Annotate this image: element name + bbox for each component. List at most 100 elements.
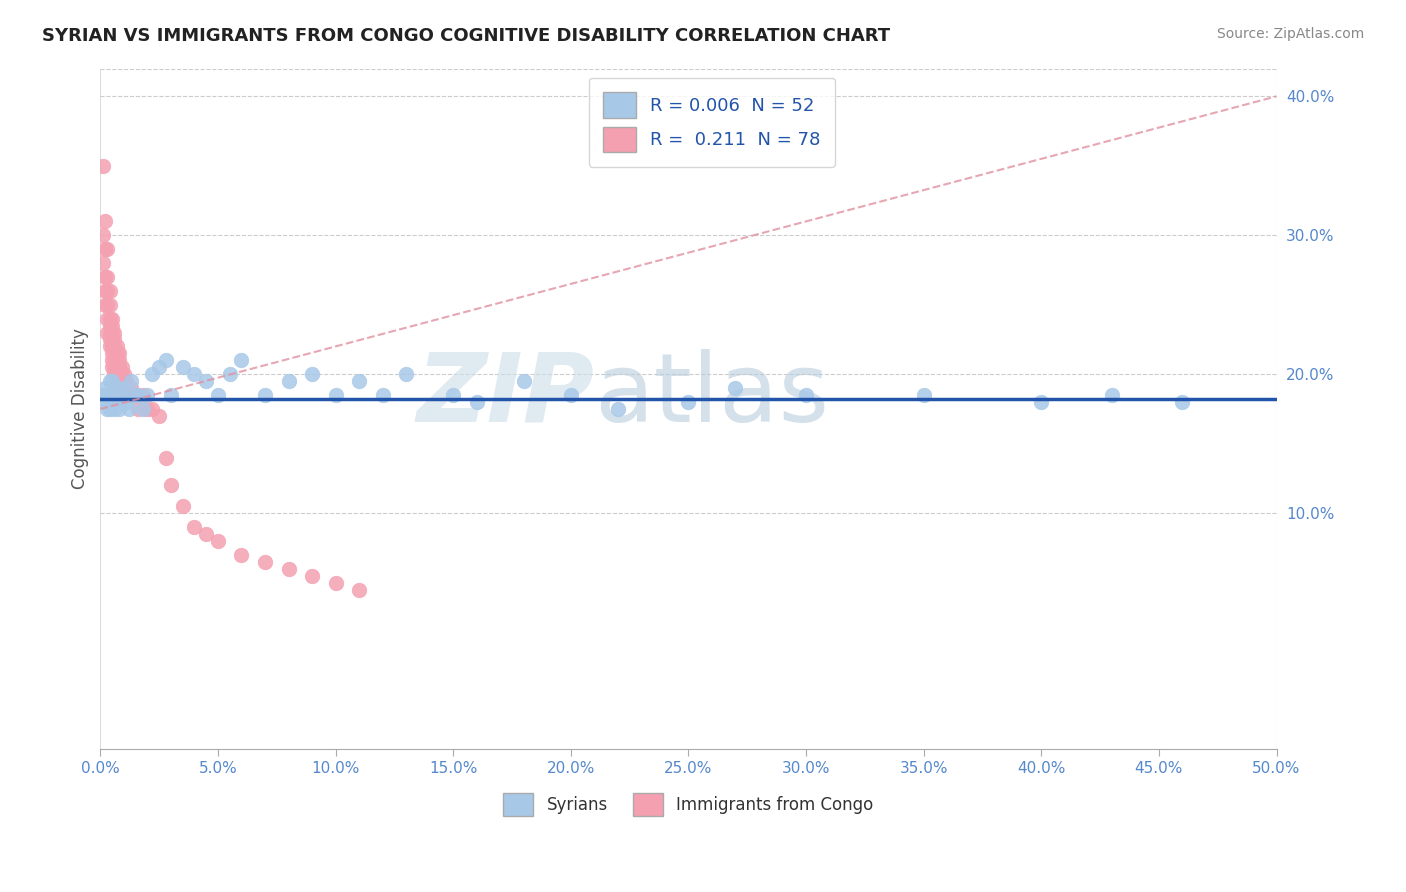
Text: Source: ZipAtlas.com: Source: ZipAtlas.com [1216, 27, 1364, 41]
Point [96, 401, 118, 416]
Point [127, 401, 149, 416]
Point [105, 374, 128, 388]
Point [98, 298, 121, 312]
Point [94, 395, 117, 409]
Point [207, 533, 229, 548]
Point [96, 284, 118, 298]
Point [96, 388, 118, 402]
Point [112, 368, 135, 382]
Point [108, 381, 131, 395]
Point [131, 401, 153, 416]
Point [94, 214, 117, 228]
Point [103, 353, 125, 368]
Point [253, 555, 276, 569]
Point [136, 401, 159, 416]
Point [98, 318, 121, 333]
Point [91, 388, 114, 402]
Point [231, 353, 253, 368]
Point [103, 360, 125, 375]
Point [103, 326, 125, 340]
Point [115, 374, 138, 388]
Point [120, 374, 142, 388]
Point [91, 159, 114, 173]
Point [94, 381, 117, 395]
Point [301, 368, 323, 382]
Point [183, 368, 205, 382]
Point [277, 374, 299, 388]
Point [513, 374, 536, 388]
Point [91, 228, 114, 243]
Point [127, 388, 149, 402]
Point [395, 368, 418, 382]
Point [108, 401, 131, 416]
Point [325, 388, 347, 402]
Point [112, 381, 135, 395]
Point [195, 374, 218, 388]
Point [96, 242, 118, 256]
Point [91, 256, 114, 270]
Point [98, 284, 121, 298]
Point [101, 311, 124, 326]
Point [1171, 395, 1194, 409]
Point [98, 374, 121, 388]
Point [122, 388, 145, 402]
Point [101, 360, 124, 375]
Point [136, 388, 159, 402]
Text: atlas: atlas [595, 349, 830, 442]
Point [148, 360, 170, 375]
Point [160, 388, 183, 402]
Point [155, 353, 177, 368]
Point [678, 395, 700, 409]
Point [218, 368, 240, 382]
Point [101, 333, 124, 347]
Point [105, 368, 128, 382]
Point [101, 374, 124, 388]
Point [277, 562, 299, 576]
Point [124, 388, 146, 402]
Point [131, 388, 153, 402]
Point [110, 368, 132, 382]
Point [101, 388, 124, 402]
Text: SYRIAN VS IMMIGRANTS FROM CONGO COGNITIVE DISABILITY CORRELATION CHART: SYRIAN VS IMMIGRANTS FROM CONGO COGNITIV… [42, 27, 890, 45]
Point [606, 401, 628, 416]
Point [96, 269, 118, 284]
Point [103, 401, 125, 416]
Point [105, 353, 128, 368]
Point [108, 374, 131, 388]
Point [110, 374, 132, 388]
Point [115, 395, 138, 409]
Point [94, 242, 117, 256]
Point [108, 346, 131, 360]
Point [108, 353, 131, 368]
Point [98, 311, 121, 326]
Point [301, 568, 323, 582]
Point [105, 360, 128, 375]
Point [172, 500, 194, 514]
Legend: Syrians, Immigrants from Congo: Syrians, Immigrants from Congo [496, 786, 880, 822]
Point [103, 395, 125, 409]
Point [96, 311, 118, 326]
Point [117, 401, 139, 416]
Point [155, 450, 177, 465]
Point [112, 374, 135, 388]
Point [101, 318, 124, 333]
Point [231, 548, 253, 562]
Point [172, 360, 194, 375]
Point [148, 409, 170, 423]
Point [160, 478, 183, 492]
Point [110, 360, 132, 375]
Point [141, 401, 163, 416]
Point [325, 575, 347, 590]
Text: ZIP: ZIP [416, 349, 595, 442]
Point [724, 381, 747, 395]
Point [98, 401, 121, 416]
Point [207, 388, 229, 402]
Point [98, 326, 121, 340]
Point [117, 388, 139, 402]
Point [141, 368, 163, 382]
Point [794, 388, 817, 402]
Point [465, 395, 488, 409]
Point [94, 269, 117, 284]
Point [103, 339, 125, 353]
Point [112, 388, 135, 402]
